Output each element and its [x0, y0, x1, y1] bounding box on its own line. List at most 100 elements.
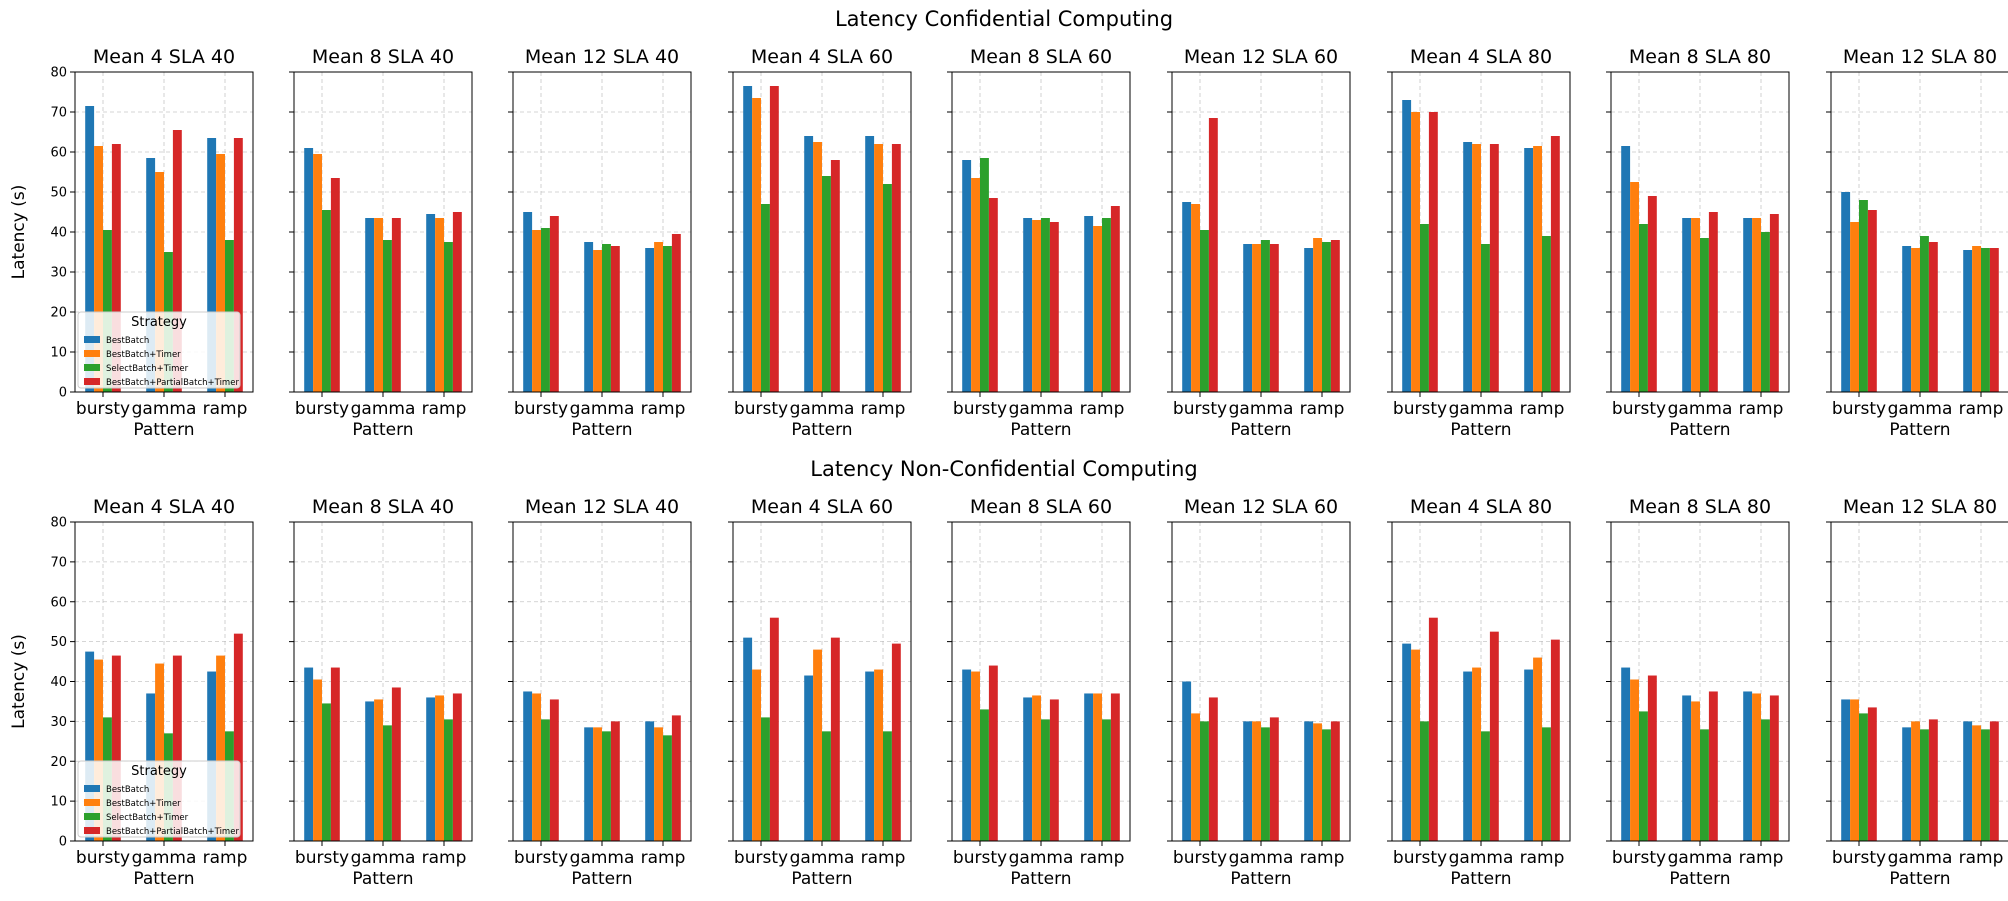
bar-selectbatch-timer-bursty: [1639, 711, 1648, 841]
x-tick-label: bursty: [1832, 848, 1886, 868]
x-tick-label: gamma: [1668, 399, 1733, 419]
bar-selectbatch-timer-bursty: [980, 709, 989, 841]
bar-bestbatch-timer-gamma: [1252, 721, 1261, 841]
legend-entry: SelectBatch+Timer: [106, 364, 189, 374]
legend-swatch: [84, 827, 100, 834]
y-tick-label: 0: [59, 835, 67, 850]
panel-title: Mean 4 SLA 60: [751, 46, 893, 68]
x-tick-label: bursty: [1173, 399, 1227, 419]
panel-2-2: Mean 8 SLA 40 bursty gamma ramp Pattern: [289, 496, 473, 889]
bar-selectbatch-timer-gamma: [602, 731, 611, 841]
bar-bestbatch-timer-gamma: [593, 250, 602, 392]
bar-bestbatch-timer-gamma: [813, 142, 822, 392]
panel-1-1: Mean 4 SLA 40 0 10 20 30 40 50 60 70 80 bursty gamm…: [50, 46, 254, 440]
bar-bestbatch-partialbatch-timer-bursty: [769, 86, 779, 392]
x-tick-label: bursty: [1173, 848, 1227, 868]
bar-bestbatch-bursty: [962, 160, 972, 392]
bar-bestbatch-partialbatch-timer-gamma: [1489, 144, 1499, 392]
bar-bestbatch-timer-ramp: [435, 218, 444, 392]
bar-bestbatch-gamma: [1682, 695, 1692, 841]
bar-bestbatch-bursty: [1182, 681, 1192, 841]
bar-bestbatch-gamma: [804, 136, 814, 392]
panel-title: Mean 12 SLA 60: [1184, 496, 1338, 518]
bar-bestbatch-partialbatch-timer-gamma: [1928, 242, 1938, 392]
bar-selectbatch-timer-ramp: [1542, 236, 1551, 392]
x-tick-label: bursty: [295, 399, 349, 419]
bar-bestbatch-timer-bursty: [971, 671, 980, 841]
panel-1-3: Mean 12 SLA 40 bursty gamma ramp Pattern: [508, 46, 692, 440]
bar-bestbatch-partialbatch-timer-gamma: [172, 655, 182, 841]
panel-1-9: Mean 12 SLA 80 bursty gamma ramp Pattern: [1826, 46, 2008, 440]
bar-bestbatch-timer-gamma: [1032, 220, 1041, 392]
x-tick-label: ramp: [861, 399, 906, 419]
x-tick-label: bursty: [953, 848, 1007, 868]
bar-bestbatch-partialbatch-timer-bursty: [1867, 210, 1877, 392]
bar-bestbatch-bursty: [1621, 146, 1631, 392]
legend-swatch: [84, 364, 100, 371]
bar-bestbatch-gamma: [804, 675, 814, 841]
x-axis-label: Pattern: [1010, 420, 1071, 440]
bar-bestbatch-timer-bursty: [752, 669, 761, 841]
x-tick-label: bursty: [514, 399, 568, 419]
bar-bestbatch-timer-bursty: [1191, 204, 1200, 392]
panel-title: Mean 4 SLA 80: [1410, 46, 1552, 68]
legend-entry: BestBatch+PartialBatch+Timer: [106, 827, 239, 837]
bar-bestbatch-ramp: [865, 136, 875, 392]
bar-bestbatch-timer-bursty: [1411, 112, 1420, 392]
bar-bestbatch-timer-gamma: [1691, 701, 1700, 841]
bar-bestbatch-partialbatch-timer-bursty: [1647, 675, 1657, 841]
x-tick-label: ramp: [422, 848, 467, 868]
panel-title: Mean 12 SLA 80: [1843, 46, 1997, 68]
bar-bestbatch-partialbatch-timer-bursty: [1208, 697, 1218, 841]
bar-bestbatch-bursty: [743, 86, 753, 392]
bar-bestbatch-timer-bursty: [1411, 649, 1420, 841]
y-tick-label: 40: [50, 226, 67, 241]
panel-1-6: Mean 12 SLA 60 bursty gamma ramp Pattern: [1167, 46, 1351, 440]
panel-2-4: Mean 4 SLA 60 bursty gamma ramp Pattern: [728, 496, 912, 889]
x-tick-label: gamma: [1668, 848, 1733, 868]
bar-bestbatch-partialbatch-timer-bursty: [988, 198, 998, 392]
bar-bestbatch-gamma: [1902, 246, 1912, 392]
x-tick-label: ramp: [203, 399, 248, 419]
bar-bestbatch-partialbatch-timer-gamma: [1928, 719, 1938, 841]
x-tick-label: ramp: [1739, 399, 1784, 419]
bar-selectbatch-timer-ramp: [1981, 248, 1990, 392]
bar-bestbatch-gamma: [1902, 727, 1912, 841]
bar-bestbatch-timer-bursty: [1850, 699, 1859, 841]
bar-bestbatch-gamma: [1023, 697, 1033, 841]
bar-selectbatch-timer-bursty: [1859, 713, 1868, 841]
bar-bestbatch-bursty: [1621, 667, 1631, 841]
row-title: Latency Confidential Computing: [835, 7, 1173, 31]
bar-selectbatch-timer-ramp: [883, 184, 892, 392]
bar-bestbatch-timer-gamma: [1472, 667, 1481, 841]
x-tick-label: bursty: [1612, 848, 1666, 868]
bar-selectbatch-timer-bursty: [103, 230, 112, 392]
bar-bestbatch-partialbatch-timer-bursty: [111, 144, 121, 392]
y-tick-label: 60: [50, 595, 67, 610]
y-tick-label: 80: [50, 516, 67, 531]
legend-title: Strategy: [131, 764, 187, 779]
panel-2-6: Mean 12 SLA 60 bursty gamma ramp Pattern: [1167, 496, 1351, 889]
x-tick-label: gamma: [1009, 399, 1074, 419]
x-tick-label: ramp: [1300, 848, 1345, 868]
bar-selectbatch-timer-ramp: [663, 246, 672, 392]
bar-bestbatch-timer-ramp: [654, 727, 663, 841]
bar-bestbatch-timer-gamma: [1252, 244, 1261, 392]
bar-bestbatch-partialbatch-timer-bursty: [769, 617, 779, 841]
bar-bestbatch-timer-gamma: [374, 218, 383, 392]
x-tick-label: ramp: [861, 848, 906, 868]
x-tick-label: bursty: [734, 848, 788, 868]
x-tick-label: bursty: [295, 848, 349, 868]
x-tick-label: gamma: [351, 848, 416, 868]
bar-bestbatch-gamma: [1463, 671, 1473, 841]
bar-bestbatch-partialbatch-timer-ramp: [1989, 721, 1999, 841]
panel-2-1: Mean 4 SLA 40 0 10 20 30 40 50 60 70 80 bursty gamm…: [50, 496, 254, 889]
bar-bestbatch-partialbatch-timer-ramp: [1769, 695, 1779, 841]
bar-bestbatch-ramp: [207, 671, 217, 841]
bar-bestbatch-partialbatch-timer-ramp: [1110, 693, 1120, 841]
bar-bestbatch-timer-ramp: [1752, 693, 1761, 841]
bar-bestbatch-gamma: [365, 218, 375, 392]
bar-bestbatch-bursty: [1402, 100, 1412, 392]
panel-title: Mean 4 SLA 40: [93, 496, 235, 518]
row-2: Latency Non-Confidential Computing Latenc…: [9, 457, 2008, 889]
